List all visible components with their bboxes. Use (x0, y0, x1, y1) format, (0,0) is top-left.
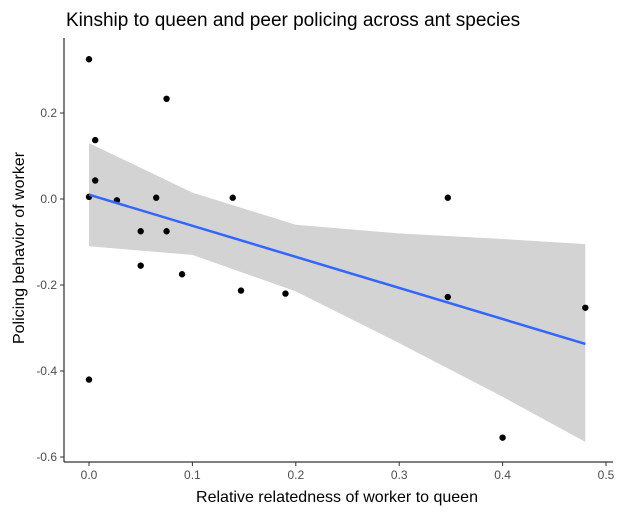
data-point (444, 293, 451, 301)
data-point (444, 194, 451, 201)
confidence-band (89, 143, 586, 442)
data-point (85, 56, 93, 63)
data-point (92, 136, 99, 144)
x-tick-label: 0.3 (391, 468, 408, 482)
data-point (282, 290, 289, 297)
data-point (237, 287, 245, 294)
data-point (499, 434, 506, 441)
y-axis-label: Policing behavior of worker (11, 151, 28, 344)
trend-line (88, 193, 586, 346)
x-tick-label: 0.4 (494, 468, 511, 482)
y-tick-label: -0.2 (36, 278, 57, 292)
data-point (137, 228, 144, 235)
y-tick-label: -0.6 (36, 450, 57, 464)
data-point (85, 376, 93, 383)
y-tick-label: -0.4 (36, 364, 57, 378)
x-tick-label: 0.0 (81, 468, 98, 482)
data-point (163, 95, 170, 103)
x-tick-label: 0.2 (287, 468, 304, 482)
data-point (163, 228, 170, 235)
data-point (178, 271, 186, 278)
data-point (582, 304, 589, 311)
chart-title: Kinship to queen and peer policing acros… (66, 10, 520, 31)
y-tick-label: 0.0 (40, 192, 57, 206)
x-axis-label: Relative relatedness of worker to queen (196, 489, 478, 506)
plot-area: 0.0 0.1 0.2 0.3 0.4 0.5 0.2 0.0 -0.2 -0.4 -0.6 (36, 38, 615, 482)
x-tick-label: 0.1 (184, 468, 201, 482)
y-tick-label: 0.2 (40, 106, 57, 120)
data-point (92, 177, 99, 184)
x-tick-label: 0.5 (598, 468, 615, 482)
data-point (153, 194, 160, 201)
data-point (137, 262, 144, 269)
data-point (229, 194, 236, 201)
